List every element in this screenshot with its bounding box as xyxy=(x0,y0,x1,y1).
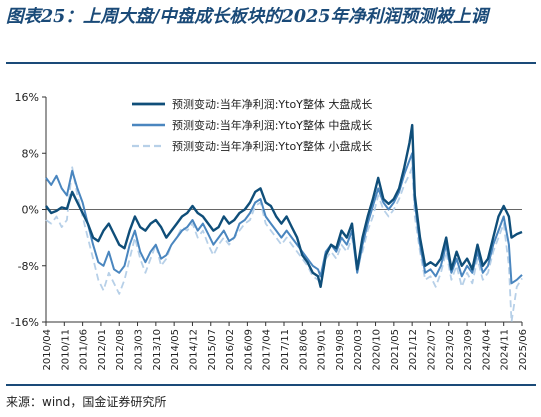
x-tick-label: 2015/07 xyxy=(207,329,218,371)
x-tick-label: 2010/11 xyxy=(60,329,71,371)
x-tick-label: 2016/09 xyxy=(243,329,254,371)
x-tick-label: 2012/08 xyxy=(115,329,126,371)
series-line-1 xyxy=(45,123,523,288)
title-divider xyxy=(6,62,536,64)
y-tick-label: -8% xyxy=(18,260,39,273)
x-tick-label: 2023/09 xyxy=(463,329,474,371)
x-tick-label: 2023/02 xyxy=(445,329,456,371)
x-tick-label: 2013/10 xyxy=(152,329,163,371)
series-line-3 xyxy=(45,166,523,323)
x-tick-label: 2010/04 xyxy=(42,329,53,371)
line-chart: 16% 8% 0% -8% -16%2010/04 2010/11 2011/06 2012/… xyxy=(11,91,529,371)
x-tick-label: 2011/06 xyxy=(79,329,90,371)
x-tick-label: 2012/01 xyxy=(97,329,108,371)
x-tick-label: 2020/03 xyxy=(353,329,364,371)
page-title: 图表25：上周大盘/中盘成长板块的2025年净利润预测被上调 xyxy=(6,7,488,27)
legend-label-3: 预测变动:当年净利润:YtoY整体 小盘成长 xyxy=(172,139,372,153)
source-divider xyxy=(6,384,536,386)
x-tick-label: 2016/02 xyxy=(225,329,236,371)
x-tick-label: 2019/08 xyxy=(335,329,346,371)
x-tick-label: 2024/04 xyxy=(481,329,492,371)
source-note: 来源：wind，国金证券研究所 xyxy=(6,395,167,409)
x-tick-label: 2020/10 xyxy=(372,329,383,371)
x-tick-label: 2022/07 xyxy=(426,329,437,371)
x-tick-label: 2021/12 xyxy=(408,329,419,371)
x-tick-label: 2014/05 xyxy=(170,329,181,371)
series-line-2 xyxy=(45,152,523,285)
x-tick-label: 2018/06 xyxy=(298,329,309,371)
x-tick-label: 2021/05 xyxy=(390,329,401,371)
y-tick-label: 16% xyxy=(15,91,39,104)
legend-label-1: 预测变动:当年净利润:YtoY整体 大盘成长 xyxy=(172,97,372,111)
x-tick-label: 2017/11 xyxy=(280,329,291,371)
y-tick-label: 8% xyxy=(22,147,39,160)
x-tick-label: 2014/12 xyxy=(188,329,199,371)
y-tick-label: 0% xyxy=(22,204,39,217)
x-tick-label: 2019/01 xyxy=(317,329,328,371)
x-tick-label: 2024/11 xyxy=(500,329,511,371)
x-tick-label: 2013/03 xyxy=(134,329,145,371)
x-tick-label: 2025/06 xyxy=(518,329,529,371)
legend-label-2: 预测变动:当年净利润:YtoY整体 中盘成长 xyxy=(172,118,372,132)
y-tick-label: -16% xyxy=(11,316,39,329)
x-tick-label: 2017/04 xyxy=(262,329,273,371)
